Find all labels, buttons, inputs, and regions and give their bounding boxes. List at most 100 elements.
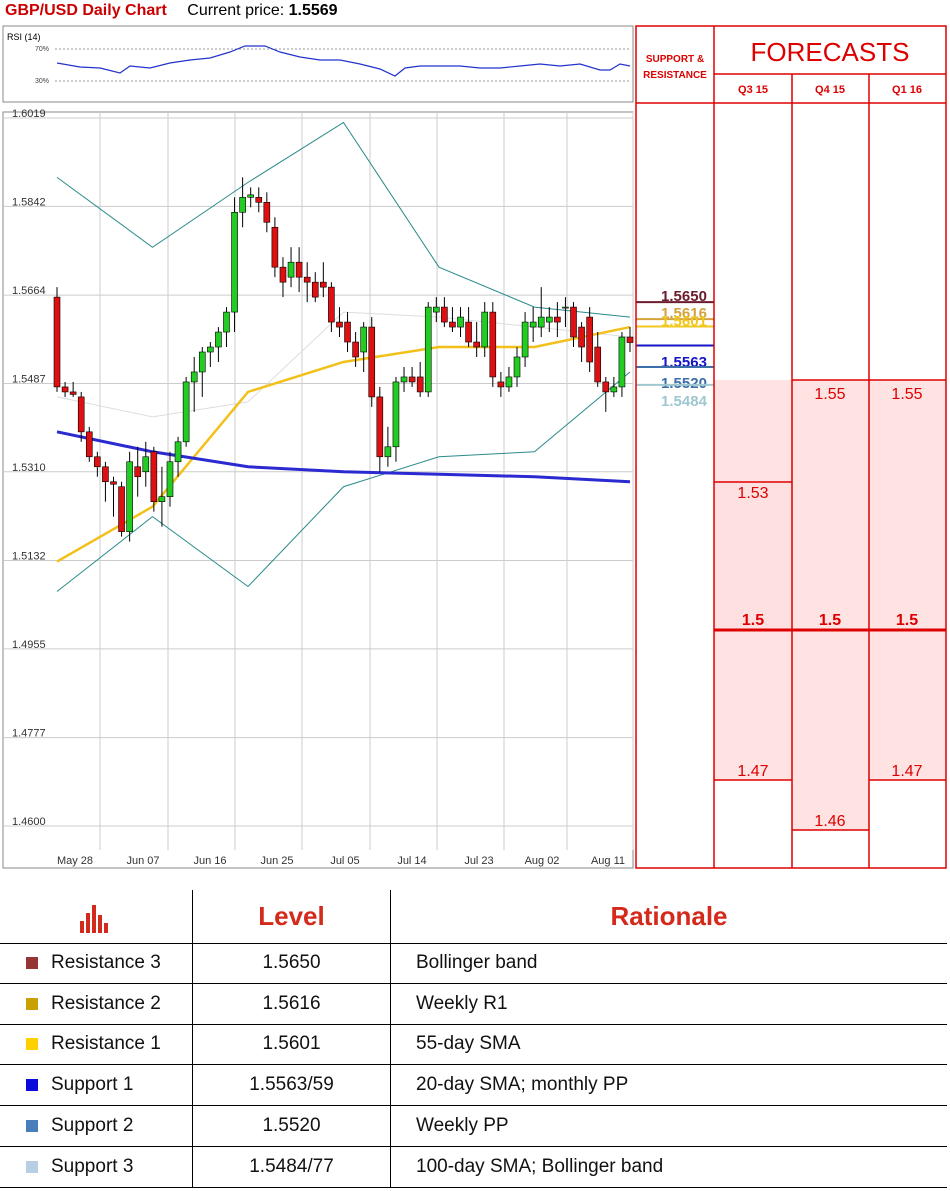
x-tick-label: Jun 25 (260, 855, 293, 867)
candle-down (449, 321, 456, 328)
table-row: Resistance 2 1.5616 Weekly R1 (0, 983, 947, 1025)
candle-up (433, 306, 440, 313)
candle-down (465, 321, 472, 343)
price-panel (2, 111, 634, 869)
candle-up (521, 321, 529, 358)
level-label: 1.5601 (661, 313, 707, 330)
fc-col-q3: Q3 15 (738, 84, 768, 96)
level-value: 1.5601 (193, 1024, 391, 1065)
level-value: 1.5650 (193, 943, 391, 983)
current-price: 1.5569 (288, 2, 338, 19)
level-name-cell: Resistance 3 (0, 943, 193, 983)
rsi-tick-30: 30% (35, 78, 49, 85)
candle-up (513, 356, 521, 378)
candle-up (142, 456, 150, 473)
level-value: 1.5616 (193, 983, 391, 1024)
level-label: 1.5616 (661, 305, 707, 322)
candle-down (554, 316, 561, 323)
candle-up (158, 496, 166, 502)
candle-up (400, 376, 408, 383)
candle-down (311, 281, 319, 298)
pair-title: GBP/USD Daily Chart (5, 2, 167, 19)
candle-up (215, 331, 222, 348)
candles (53, 177, 634, 542)
forecasts-title: FORECASTS (751, 37, 910, 67)
fc-q1-low: 1.47 (891, 763, 922, 780)
level-label: 1.5484 (661, 393, 708, 410)
y-tick-label: 1.6019 (12, 108, 46, 120)
candle-down (102, 466, 109, 483)
level-name-cell: Support 3 (0, 1147, 193, 1187)
candle-down (473, 341, 480, 348)
y-tick-label: 1.5310 (12, 462, 46, 474)
candle-up (457, 316, 464, 328)
level-name-cell: Resistance 2 (0, 983, 193, 1024)
candle-up (392, 381, 400, 448)
level-color-swatch (26, 1038, 38, 1051)
candle-down (570, 306, 577, 338)
price-chart: RSI (14) 70% 30% 1.6019 1.5842 1.5664 1.548… (2, 25, 947, 869)
level-label: 1.5563 (661, 354, 707, 371)
candle-down (61, 386, 69, 393)
table-row: Support 3 1.5484/77 100-day SMA; Bollinger… (0, 1147, 947, 1188)
candle-down (110, 481, 117, 485)
candle-down (497, 381, 505, 388)
candle-down (489, 311, 497, 378)
candle-down (594, 346, 602, 383)
candle-down (368, 326, 376, 398)
level-name-cell: Resistance 1 (0, 1024, 193, 1065)
x-tick-label: Jul 23 (464, 855, 493, 867)
table-row: Resistance 3 1.5650 Bollinger band (0, 943, 947, 984)
fc-q1-high: 1.55 (891, 386, 922, 403)
x-tick-label: Jun 07 (126, 855, 159, 867)
candle-up (562, 306, 569, 309)
x-tick-label: Jun 16 (193, 855, 226, 867)
candle-up (384, 446, 392, 458)
candle-down (94, 456, 101, 468)
level-value: 1.5520 (193, 1106, 391, 1146)
level-header: Level (193, 890, 391, 943)
candle-down (303, 276, 311, 283)
fc-col-q1: Q1 16 (892, 84, 922, 96)
candle-down (69, 391, 77, 395)
fc-q3-mid: 1.5 (742, 612, 764, 629)
candle-down (344, 321, 351, 343)
bollinger-upper (56, 121, 631, 318)
candle-up (545, 316, 553, 323)
table-row: Resistance 1 1.5601 55-day SMA (0, 1024, 947, 1066)
level-rationale: Bollinger band (416, 951, 538, 973)
level-name: Support 3 (51, 1155, 134, 1177)
candle-up (505, 376, 513, 388)
table-header: Level Rationale (0, 890, 947, 944)
candle-down (134, 466, 142, 478)
chart-title: GBP/USD Daily Chart Current price: 1.556… (5, 2, 338, 20)
level-value: 1.5563/59 (193, 1065, 391, 1106)
candle-down (77, 396, 85, 433)
candle-up (529, 321, 537, 328)
rsi-panel (2, 25, 634, 103)
fc-col-q4: Q4 15 (815, 84, 845, 96)
candle-down (295, 261, 303, 278)
candle-down (408, 376, 416, 383)
candle-up (360, 326, 367, 353)
rationale-header: Rationale (610, 901, 728, 931)
level-label: 1.5520 (661, 375, 707, 392)
candle-up (198, 351, 206, 373)
rsi-tick-70: 70% (35, 46, 49, 53)
candle-down (376, 396, 384, 458)
candle-up (424, 306, 432, 393)
level-name: Support 1 (51, 1074, 134, 1096)
rsi-label: RSI (14) (7, 32, 41, 42)
y-tick-label: 1.5132 (12, 551, 46, 563)
candle-down (328, 286, 335, 323)
candle-up (126, 461, 133, 532)
candle-down (279, 266, 287, 283)
candle-down (150, 451, 158, 502)
candle-up (182, 381, 190, 443)
level-rationale: 100-day SMA; Bollinger band (416, 1155, 664, 1177)
bollinger-lower (56, 371, 631, 592)
level-color-swatch (26, 1079, 38, 1092)
level-value: 1.5484/77 (193, 1147, 391, 1187)
candle-down (263, 202, 271, 223)
